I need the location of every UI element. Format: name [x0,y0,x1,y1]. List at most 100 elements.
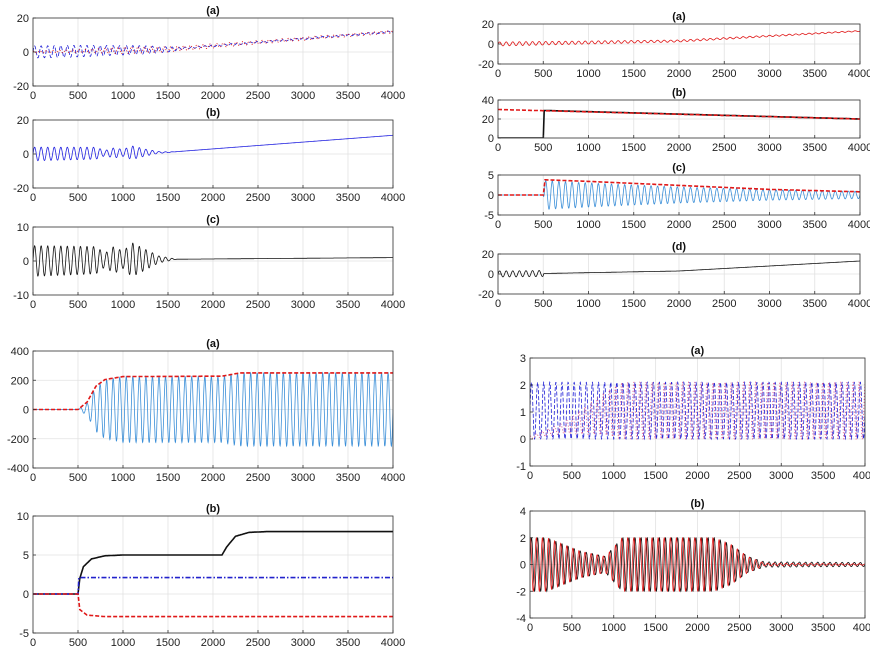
x-tick-label: 1000 [602,622,626,634]
x-tick-label: 3500 [803,142,827,154]
y-tick-label: 20 [482,114,494,126]
x-tick-label: 3000 [291,299,315,311]
x-tick-label: 2500 [246,192,270,204]
subplot-B_c: 0 500 1000 1500 2000 2500 3000 3500 4000-505(c) [484,162,870,231]
x-tick-label: 1500 [156,472,180,484]
y-tick-label: -10 [13,290,29,302]
subplot-title: (c) [206,214,220,226]
x-tick-label: 500 [563,622,581,634]
series-line [530,381,865,441]
series-line [498,260,860,278]
y-tick-label: 0 [23,405,29,417]
x-tick-label: 1000 [576,142,600,154]
x-tick-label: 4000 [381,637,405,649]
series-line [33,372,393,411]
x-tick-label: 1500 [622,142,646,154]
y-tick-label: 20 [17,115,29,127]
subplot-title: (a) [206,5,220,17]
y-tick-label: -20 [13,183,29,195]
x-tick-label: 500 [69,637,87,649]
series-line [530,536,865,593]
x-tick-label: 500 [563,470,581,482]
y-tick-label: 400 [11,346,29,358]
y-tick-label: 0 [23,589,29,601]
y-tick-label: 0 [488,133,494,145]
subplot-title: (b) [672,87,686,99]
x-tick-label: 3000 [291,90,315,102]
x-tick-label: 0 [30,472,36,484]
x-tick-label: 1500 [156,90,180,102]
x-tick-label: 2500 [246,299,270,311]
x-tick-label: 4000 [848,142,870,154]
y-tick-label: -400 [7,463,29,475]
subplot-D_a: 05001000150020002500300035004000-10123(a… [516,345,870,482]
x-tick-label: 4000 [381,472,405,484]
x-tick-label: 1500 [156,299,180,311]
x-tick-label: 500 [69,472,87,484]
y-tick-label: 0 [520,434,526,446]
x-tick-label: 2000 [667,142,691,154]
y-tick-label: -20 [13,81,29,93]
x-tick-label: 2500 [712,298,736,310]
subplot-C_b: 0 500 1000 1500 2000 2500 3000 3500 4000-50510(b… [17,503,405,649]
y-tick-label: 0 [488,190,494,202]
x-tick-label: 3500 [803,298,827,310]
x-tick-label: 500 [534,298,552,310]
x-tick-label: 2500 [727,622,751,634]
x-tick-label: 1000 [111,637,135,649]
x-tick-label: 4000 [853,622,870,634]
x-tick-label: 2000 [685,622,709,634]
y-tick-label: 2 [520,380,526,392]
y-tick-label: 0 [488,269,494,281]
x-tick-label: 3500 [336,299,360,311]
y-tick-label: -4 [516,613,526,625]
x-tick-label: 3000 [757,298,781,310]
x-tick-label: 0 [527,470,533,482]
x-tick-label: 1500 [643,470,667,482]
x-tick-label: 2000 [201,299,225,311]
x-tick-label: 1500 [643,622,667,634]
x-tick-label: 2000 [201,472,225,484]
x-tick-label: 4000 [381,192,405,204]
x-tick-label: 0 [30,90,36,102]
x-tick-label: 3500 [336,637,360,649]
y-tick-label: 20 [17,13,29,25]
x-tick-label: 1000 [602,470,626,482]
subplot-A_b: 0 500 1000 1500 2000 2500 3000 3500 4000-20020(b… [13,107,405,204]
x-tick-label: 1000 [111,90,135,102]
y-tick-label: 3 [520,353,526,365]
subplot-title: (a) [206,338,220,350]
x-tick-label: 500 [534,219,552,231]
x-tick-label: 0 [495,219,501,231]
x-tick-label: 3500 [336,192,360,204]
x-tick-label: 4000 [848,219,870,231]
y-tick-label: 20 [482,19,494,31]
series-line [498,30,860,47]
x-tick-label: 500 [534,142,552,154]
series-line [33,371,393,448]
x-tick-label: 2000 [201,90,225,102]
y-tick-label: -20 [478,59,494,71]
x-tick-label: 4000 [848,68,870,80]
y-tick-label: 1 [520,407,526,419]
x-tick-label: 2500 [246,90,270,102]
x-tick-label: 0 [495,298,501,310]
x-tick-label: 1500 [156,192,180,204]
x-tick-label: 3500 [811,470,835,482]
x-tick-label: 2500 [712,68,736,80]
y-tick-label: 10 [17,511,29,523]
y-tick-label: 5 [23,550,29,562]
series-line [33,29,393,55]
x-tick-label: 2000 [685,470,709,482]
y-tick-label: 0 [23,149,29,161]
y-tick-label: -5 [484,210,494,222]
x-tick-label: 3000 [757,142,781,154]
series-line [33,576,393,595]
x-tick-label: 4000 [381,90,405,102]
series-line [498,180,860,210]
series-line [33,530,393,595]
x-tick-label: 1000 [111,192,135,204]
series-line [530,381,865,441]
y-tick-label: 0 [520,560,526,572]
